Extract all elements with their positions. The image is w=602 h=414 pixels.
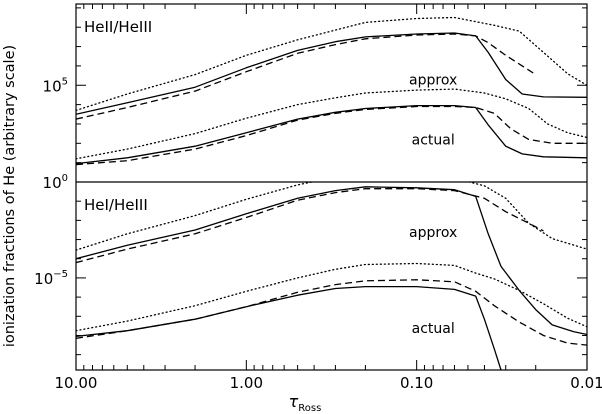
plot-border <box>75 3 588 371</box>
y-tick-label: 100 <box>43 173 68 192</box>
panel-hei-heiii: 10−5 HeI/HeIII approx actual <box>34 182 587 370</box>
x-axis-ticks: 10.00 1.00 0.10 0.01 <box>55 4 602 392</box>
curve-annotation: actual <box>412 321 455 337</box>
dashed-curve <box>76 188 544 264</box>
y-tick-label: 105 <box>43 76 68 95</box>
x-tick-label: 0.10 <box>400 374 433 392</box>
y-tick-exponent: 5 <box>62 76 68 87</box>
solid-curve <box>76 32 587 115</box>
dotted-curve <box>76 88 587 160</box>
dashed-curve <box>76 33 537 120</box>
dashed-curve <box>76 105 587 166</box>
dotted-curve <box>76 182 587 251</box>
x-tick-label: 10.00 <box>55 374 98 392</box>
curve-annotation: approx <box>409 225 457 241</box>
y-tick-base: 10 <box>43 174 62 192</box>
x-axis-label-symbol: τ <box>289 392 299 411</box>
panel-label: HeII/HeIII <box>84 18 152 36</box>
plot-frame <box>75 3 588 371</box>
x-tick-label: 0.01 <box>570 374 602 392</box>
solid-curve <box>76 186 587 336</box>
x-axis-label-subscript: Ross <box>298 403 321 414</box>
y-tick-exponent: −5 <box>53 269 68 280</box>
x-tick-label: 1.00 <box>230 374 263 392</box>
y-tick-base: 10 <box>43 77 62 95</box>
dotted-curve <box>76 16 587 112</box>
y-axis-label: ionization fractions of He (arbitrary sc… <box>2 45 18 347</box>
dotted-curve <box>76 262 587 332</box>
panel-label: HeI/HeIII <box>84 196 148 214</box>
x-axis-label: τRoss <box>289 392 322 414</box>
curve-annotation: actual <box>412 132 455 148</box>
y-tick-base: 10 <box>34 270 53 288</box>
curve-annotation: approx <box>409 72 457 88</box>
solid-curve <box>76 104 587 165</box>
dashed-curve <box>76 279 587 346</box>
y-tick-label: 10−5 <box>34 269 68 288</box>
y-tick-exponent: 0 <box>62 173 68 184</box>
solid-curve <box>76 285 502 370</box>
